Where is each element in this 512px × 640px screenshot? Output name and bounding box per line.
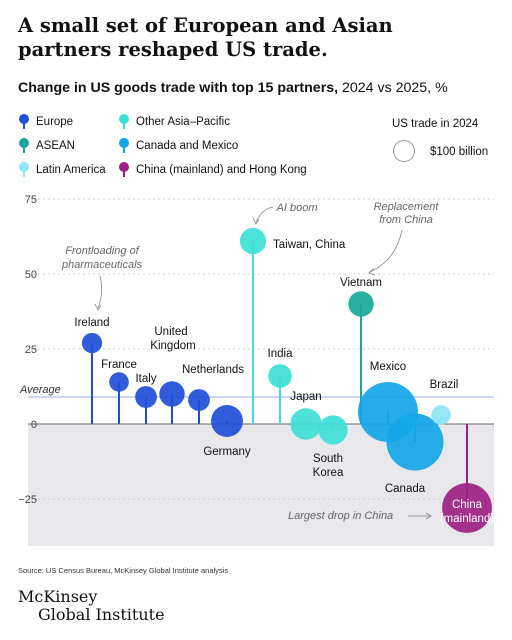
bubble-brazil (431, 405, 451, 425)
legend-marker-icon (118, 162, 130, 178)
point-label: Germany (203, 446, 251, 458)
point-label: Mexico (370, 361, 406, 373)
annotation-arrowhead (94, 303, 102, 311)
legend-marker-icon (118, 114, 130, 130)
y-tick-label: 75 (25, 194, 37, 206)
legend-label: Latin America (36, 164, 106, 176)
annotation-text: Frontloading of (65, 245, 139, 257)
annotation-arrow (369, 229, 403, 273)
annotation-arrowhead (368, 267, 376, 276)
bubble-canada (386, 413, 444, 471)
annotation-text: AI boom (276, 202, 318, 214)
size-key-label: $100 billion (430, 146, 489, 158)
legend-item-latin-america: Latin America (18, 162, 106, 178)
point-label: Canada (385, 483, 426, 495)
annotation-text: pharmaceuticals (61, 259, 143, 271)
point-label: Korea (313, 467, 344, 479)
annotation-arrowhead (252, 217, 260, 225)
point-label: France (101, 359, 137, 371)
subtitle-bold: Change in US goods trade with top 15 par… (18, 80, 339, 96)
size-key-title: US trade in 2024 (392, 118, 479, 130)
y-tick-label: 50 (25, 269, 37, 281)
point-label: Italy (135, 373, 156, 385)
source-note: Source: US Census Bureau, McKinsey Globa… (18, 566, 229, 575)
region-legend: Europe Other Asia–Pacific ASEAN Canada a… (18, 114, 318, 184)
bubble-taiwan-china (239, 227, 267, 255)
legend-label: Europe (36, 116, 74, 128)
legend-item-asean: ASEAN (18, 138, 75, 154)
legend-item-china-hong-kong: China (mainland) and Hong Kong (118, 162, 307, 178)
legend-marker-icon (18, 114, 30, 130)
point-label: Vietnam (340, 277, 382, 289)
bubble-vietnam (348, 291, 374, 317)
legend-item-other-asia-pacific: Other Asia–Pacific (118, 114, 230, 130)
point-label: India (268, 348, 294, 360)
bubble-netherlands (188, 389, 210, 411)
y-tick-label: −25 (18, 494, 37, 506)
headline: A small set of European and Asian partne… (18, 14, 393, 61)
logo-line-1: McKinsey (18, 587, 98, 606)
bubble-chart: −25 0 25 50 75 Average Ireland France Italy Unite… (18, 194, 494, 546)
point-label: Brazil (430, 379, 459, 391)
legend-item-europe: Europe (18, 114, 73, 130)
bubble-germany (211, 405, 243, 437)
point-label: Taiwan, China (273, 239, 346, 251)
legend-label: Other Asia–Pacific (136, 116, 230, 128)
legend-label: Canada and Mexico (136, 140, 239, 152)
point-label: Kingdom (150, 340, 195, 352)
annotation-arrow (97, 275, 102, 309)
logo-line-2: Global Institute (38, 605, 165, 624)
point-label: (mainland) (440, 513, 494, 525)
point-label: Netherlands (182, 364, 244, 376)
point-label: Japan (290, 391, 321, 403)
annotation-text: Largest drop in China (288, 510, 393, 522)
bubble-china-mainland- (442, 483, 492, 533)
average-label: Average (19, 384, 61, 396)
bubble-india (268, 364, 292, 388)
y-tick-label: 25 (25, 344, 37, 356)
annotation-text: from China (379, 214, 433, 226)
point-label: United (154, 326, 187, 338)
legend-label: ASEAN (36, 140, 75, 152)
y-tick-label: 0 (31, 419, 37, 431)
bubble-italy (135, 386, 157, 408)
legend-marker-icon (18, 162, 30, 178)
bubble-japan (290, 408, 322, 440)
annotation-text: Replacement (374, 201, 440, 213)
mckinsey-logo: McKinsey Global Institute (18, 588, 165, 624)
subtitle-rest: 2024 vs 2025, % (338, 80, 448, 96)
point-label: South (313, 453, 343, 465)
legend-marker-icon (18, 138, 30, 154)
point-label: Ireland (74, 317, 109, 329)
annotation-arrow (255, 206, 274, 223)
chart-subtitle: Change in US goods trade with top 15 par… (18, 80, 448, 96)
point-label: China (452, 499, 483, 511)
legend-label: China (mainland) and Hong Kong (136, 164, 307, 176)
bubble-size-key: US trade in 2024 $100 billion (370, 118, 500, 178)
annotation-arrowhead (425, 512, 432, 520)
bubble-ireland (81, 332, 103, 354)
bubble-united-kingdom (159, 381, 185, 407)
bubble-france (109, 372, 129, 392)
size-key-circle-icon (393, 140, 415, 162)
legend-marker-icon (118, 138, 130, 154)
bubble-south-korea (318, 415, 348, 445)
legend-item-canada-mexico: Canada and Mexico (118, 138, 238, 154)
